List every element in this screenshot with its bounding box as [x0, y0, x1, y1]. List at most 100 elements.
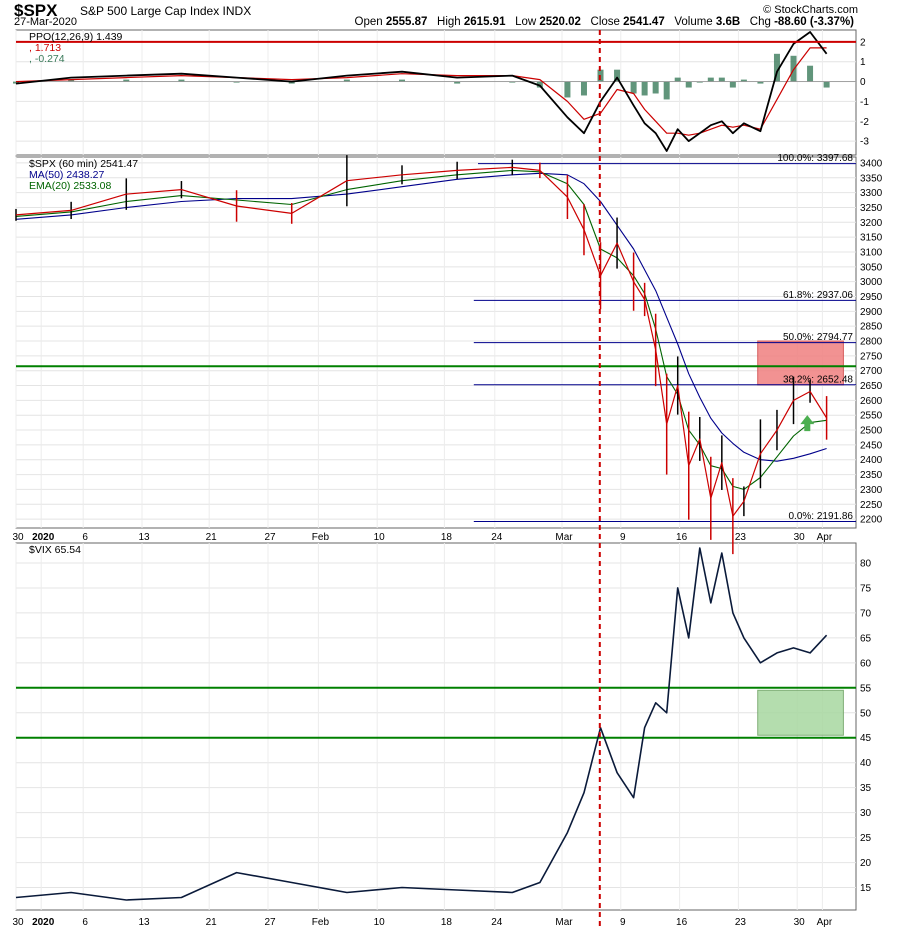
ppo-histogram-bar [233, 81, 240, 83]
x-tick-label: Apr [817, 532, 833, 543]
x-tick-label: 10 [374, 917, 386, 928]
spx-y-tick-label: 2900 [860, 307, 883, 318]
ppo-histogram-bar [757, 81, 764, 84]
ppo-histogram-bar [729, 81, 736, 88]
spx-y-tick-label: 2600 [860, 396, 883, 407]
spx-y-tick-label: 2800 [860, 337, 883, 348]
x-tick-label: 6 [82, 917, 88, 928]
ppo-y-tick-label: 2 [860, 37, 866, 48]
vix-y-tick-label: 75 [860, 583, 872, 594]
ma50-line [15, 172, 827, 462]
ppo-histogram-bar [580, 81, 587, 96]
ppo-histogram-bar [564, 81, 571, 98]
x-tick-label: Mar [555, 917, 573, 928]
ppo-histogram-bar [509, 81, 516, 83]
x-tick-label: Feb [312, 917, 330, 928]
ppo-y-tick-label: -1 [860, 97, 869, 108]
ppo-histogram-bar [343, 79, 350, 82]
spx-y-tick-label: 2850 [860, 322, 883, 333]
ppo-histogram-bar [399, 79, 405, 82]
spx-y-tick-label: 3350 [860, 173, 883, 184]
spx-price-line [15, 166, 828, 517]
fibonacci-label: 61.8%: 2937.06 [783, 290, 853, 301]
vix-y-tick-label: 55 [860, 683, 872, 694]
high-label: High [437, 16, 461, 28]
x-tick-label: Mar [555, 532, 573, 543]
close-value: 2541.47 [623, 16, 665, 28]
vix-y-tick-label: 50 [860, 708, 872, 719]
support-zone [757, 689, 844, 736]
vix-y-tick-label: 15 [860, 883, 872, 894]
ppo-histogram-bar [740, 79, 747, 82]
ppo-line [15, 31, 828, 152]
vix-y-tick-label: 20 [860, 858, 872, 869]
x-tick-label: Apr [817, 917, 833, 928]
spx-y-tick-label: 2550 [860, 411, 883, 422]
spx-legend-entry: MA(50) 2438.27 [29, 169, 104, 181]
x-tick-label: 30 [794, 917, 806, 928]
ppo-histogram-bar [790, 55, 797, 82]
spx-y-tick-label: 3050 [860, 262, 883, 273]
spx-y-tick-label: 3400 [860, 158, 883, 169]
ppo-histogram-bar [663, 81, 670, 100]
quote-summary: Open 2555.87 High 2615.91 Low 2520.02 Cl… [355, 16, 854, 28]
ppo-histogram-bar [454, 81, 461, 84]
ppo-signal-line [15, 47, 827, 136]
x-tick-label: 30 [794, 532, 806, 543]
spx-y-tick-label: 2950 [860, 292, 883, 303]
vix-y-tick-label: 45 [860, 733, 872, 744]
x-tick-label: 27 [264, 917, 276, 928]
ticker-symbol: $SPX [14, 1, 58, 20]
ppo-y-tick-label: 0 [860, 77, 866, 88]
spx-y-tick-label: 2450 [860, 440, 883, 451]
x-tick-label: 24 [491, 532, 503, 543]
vix-y-tick-label: 30 [860, 808, 872, 819]
fibonacci-label: 100.0%: 3397.68 [777, 153, 853, 164]
open-label: Open [354, 16, 383, 28]
spx-y-tick-label: 2400 [860, 455, 883, 466]
vix-y-tick-label: 80 [860, 558, 872, 569]
brand-label: © StockCharts.com [763, 4, 858, 16]
high-value: 2615.91 [463, 16, 506, 28]
spx-y-tick-label: 3000 [860, 277, 883, 288]
ppo-legend-entry: , 1.713 [29, 42, 61, 54]
volume-label: Volume [674, 16, 713, 28]
fibonacci-label: 38.2%: 2652.48 [783, 374, 853, 385]
low-label: Low [515, 16, 537, 28]
x-tick-label: 2020 [32, 532, 55, 543]
ppo-histogram-bar [823, 81, 830, 88]
change-value: -88.60 (-3.37%) [774, 16, 854, 28]
spx-y-tick-label: 2350 [860, 470, 883, 481]
ppo-histogram-bar [630, 81, 637, 94]
chart-date: 27-Mar-2020 [14, 16, 77, 28]
ppo-histogram-bar [614, 69, 621, 82]
vix-y-tick-label: 60 [860, 658, 872, 669]
ppo-histogram-bar [68, 79, 75, 82]
x-tick-label: 23 [735, 917, 747, 928]
spx-y-tick-label: 2750 [860, 351, 883, 362]
volume-value: 3.6B [715, 16, 741, 28]
open-value: 2555.87 [385, 16, 428, 28]
ppo-histogram-bar [674, 77, 681, 82]
spx-y-tick-label: 2650 [860, 381, 883, 392]
ppo-y-tick-label: -3 [860, 137, 869, 148]
x-tick-label: 13 [138, 917, 150, 928]
vix-legend-entry: $VIX 65.54 [29, 544, 81, 556]
ppo-histogram-bar [536, 81, 543, 88]
ppo-legend-entry: , -0.274 [29, 53, 65, 65]
vix-y-tick-label: 70 [860, 608, 872, 619]
ppo-histogram-bar [707, 77, 714, 82]
spx-legend-entry: $SPX (60 min) 2541.47 [29, 158, 138, 170]
ppo-legend-entry: PPO(12,26,9) 1.439 [29, 31, 123, 43]
ppo-histogram-bar [807, 65, 814, 82]
x-tick-label: 16 [676, 532, 688, 543]
x-tick-label: 16 [676, 917, 688, 928]
panel-frame-ppo [15, 29, 857, 156]
vix-y-tick-label: 40 [860, 758, 872, 769]
x-tick-label: 9 [620, 532, 626, 543]
spx-y-tick-label: 3150 [860, 233, 883, 244]
spx-y-tick-label: 3100 [860, 247, 883, 258]
vix-y-tick-label: 25 [860, 833, 872, 844]
ppo-histogram-bar [123, 79, 130, 82]
